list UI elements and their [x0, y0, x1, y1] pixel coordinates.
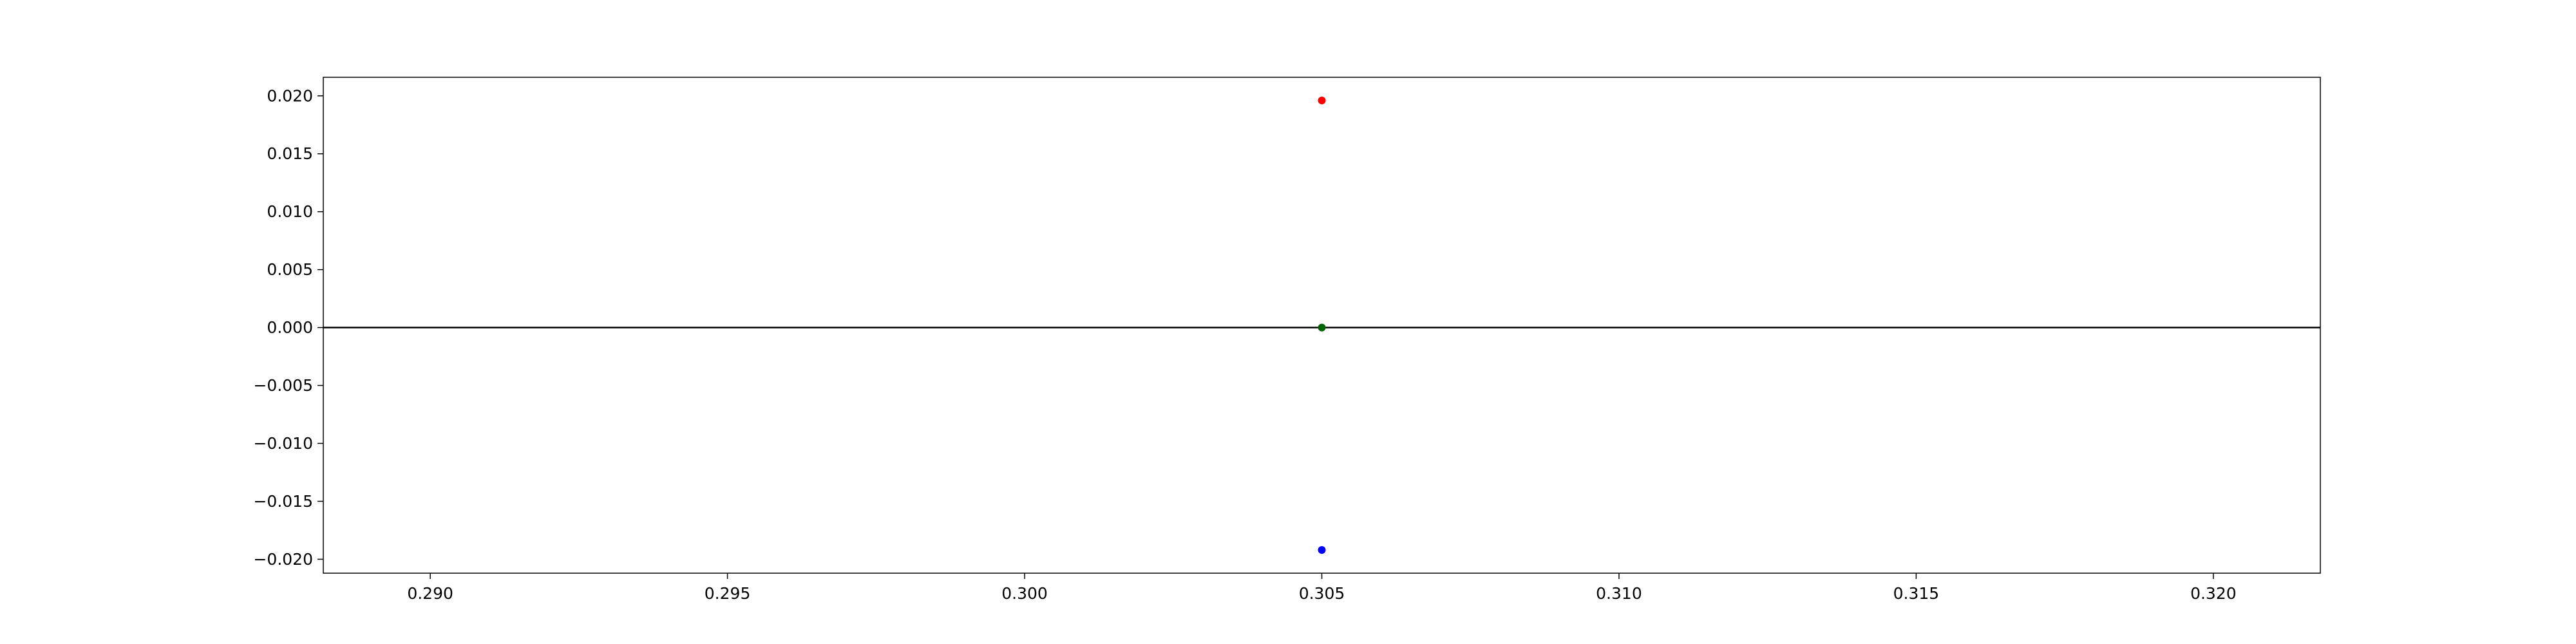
x-tick-label: 0.290	[407, 584, 453, 603]
x-tick-label: 0.295	[705, 584, 751, 603]
y-tick-label: −0.015	[253, 492, 313, 511]
data-point	[1318, 96, 1326, 104]
plot-area	[323, 77, 2321, 574]
y-tick-label: −0.005	[253, 376, 313, 395]
y-tick-label: 0.010	[267, 202, 313, 221]
data-point	[1318, 546, 1326, 554]
y-tick-label: −0.020	[253, 550, 313, 569]
x-tick-label: 0.305	[1299, 584, 1345, 603]
x-tick-label: 0.300	[1001, 584, 1048, 603]
data-point	[1318, 323, 1326, 332]
y-tick-label: 0.000	[267, 318, 313, 337]
x-axis: 0.290 0.295 0.300 0.305 0.310 0.315 0.320	[407, 573, 2237, 603]
points-layer	[1318, 96, 1326, 554]
x-tick-label: 0.315	[1893, 584, 1940, 603]
y-tick-label: −0.010	[253, 434, 313, 453]
x-tick-label: 0.320	[2190, 584, 2237, 603]
y-tick-label: 0.015	[267, 144, 313, 163]
y-axis: 0.020 0.015 0.010 0.005 0.000 −0.005 −0.010 −0.…	[253, 86, 323, 569]
y-tick-label: 0.020	[267, 86, 313, 105]
y-tick-label: 0.005	[267, 260, 313, 279]
x-tick-label: 0.310	[1596, 584, 1642, 603]
